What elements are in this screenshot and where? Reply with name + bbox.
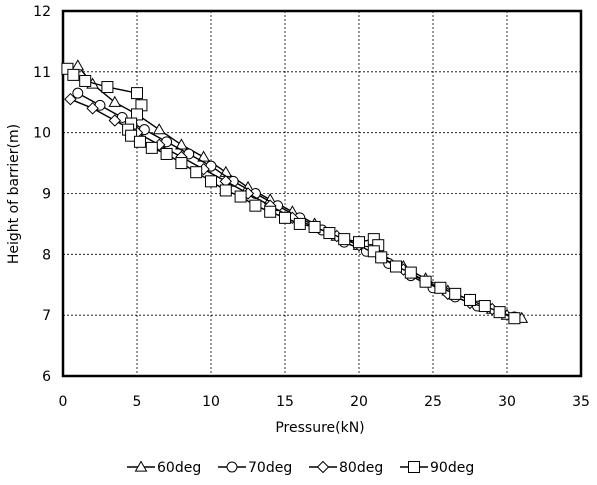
triangle-marker <box>71 59 85 71</box>
legend-label: 80deg <box>339 460 383 476</box>
y-tick-label: 9 <box>42 187 51 203</box>
square-marker <box>133 135 146 148</box>
square-marker <box>160 147 173 160</box>
triangle-marker <box>175 138 188 150</box>
legend-item-60deg: 60deg <box>127 460 201 476</box>
square-marker <box>308 220 321 233</box>
series-70deg <box>72 87 520 323</box>
triangle-marker <box>219 165 233 177</box>
x-tick-label: 20 <box>350 394 368 410</box>
grid <box>63 11 581 376</box>
x-tick-label: 0 <box>59 394 68 410</box>
square-marker <box>234 190 247 203</box>
square-marker <box>101 81 114 94</box>
square-marker <box>434 281 447 294</box>
square-marker <box>67 68 80 81</box>
triangle-marker <box>152 123 166 135</box>
square-marker <box>79 74 92 87</box>
x-axis-label: Pressure(kN) <box>275 420 364 436</box>
diamond-marker <box>64 93 77 106</box>
square-marker <box>125 129 138 142</box>
x-tick-label: 15 <box>276 394 294 410</box>
x-tick-label: 25 <box>424 394 442 410</box>
square-marker <box>131 87 143 100</box>
diamond-marker <box>316 460 330 474</box>
diamond-marker <box>108 114 122 127</box>
square-marker <box>367 245 380 258</box>
series-group <box>61 59 529 325</box>
y-tick-label: 10 <box>33 126 51 142</box>
square-marker <box>464 293 476 306</box>
square-marker <box>478 300 491 313</box>
y-axis-label: Height of barrier(m) <box>6 124 22 264</box>
square-marker <box>449 287 462 300</box>
y-tick-label: 7 <box>42 308 51 324</box>
x-tick-label: 30 <box>498 394 516 410</box>
x-tick-label: 5 <box>133 394 142 410</box>
diamond-marker <box>86 102 99 115</box>
triangle-marker <box>108 95 122 107</box>
series-90deg <box>61 62 521 325</box>
legend-item-90deg: 90deg <box>400 460 474 476</box>
square-marker <box>264 205 277 218</box>
legend-label: 70deg <box>248 460 292 476</box>
triangle-marker <box>134 460 148 472</box>
square-marker <box>219 184 232 197</box>
y-tick-labels: 6 7 8 9 10 11 12 <box>33 4 51 385</box>
y-tick-label: 6 <box>42 369 51 385</box>
square-marker <box>323 227 336 240</box>
square-marker <box>249 199 262 212</box>
square-marker <box>338 233 351 246</box>
square-marker <box>375 251 388 264</box>
legend-label: 60deg <box>157 460 201 476</box>
square-marker <box>508 312 521 325</box>
y-tick-label: 11 <box>33 65 51 81</box>
plot-area-border <box>61 9 583 378</box>
square-marker <box>205 175 217 188</box>
legend: 60deg 70deg 80deg 90deg <box>127 460 474 476</box>
square-marker <box>293 217 306 230</box>
triangle-marker <box>197 150 210 162</box>
x-tick-label: 10 <box>202 394 220 410</box>
square-marker <box>279 211 291 224</box>
square-marker <box>175 157 188 170</box>
square-marker <box>408 461 420 473</box>
legend-label: 90deg <box>430 460 474 476</box>
legend-item-80deg: 80deg <box>309 460 383 476</box>
square-marker <box>404 266 417 279</box>
circle-marker <box>226 461 238 473</box>
x-tick-label: 35 <box>572 394 590 410</box>
legend-item-70deg: 70deg <box>218 460 292 476</box>
square-marker <box>390 260 402 273</box>
y-tick-label: 8 <box>42 247 51 263</box>
square-marker <box>190 166 203 179</box>
x-tick-labels: 0 5 10 15 20 25 30 35 <box>59 394 590 410</box>
square-marker <box>145 141 158 154</box>
square-marker <box>493 306 506 319</box>
square-marker <box>353 236 365 249</box>
y-tick-label: 12 <box>33 4 51 20</box>
circle-marker <box>72 87 84 99</box>
square-marker <box>419 275 432 288</box>
